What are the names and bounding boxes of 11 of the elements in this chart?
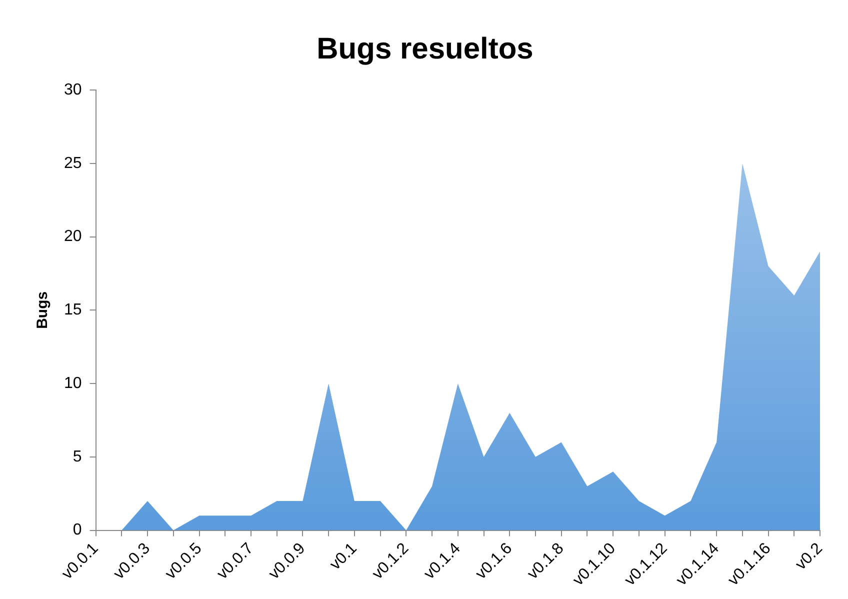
x-tick-label: v0.1	[326, 540, 360, 574]
x-tick-label: v0.2	[792, 540, 826, 574]
y-tick-label: 20	[64, 228, 82, 246]
chart-title: Bugs resueltos	[316, 32, 534, 66]
y-tick-label: 15	[64, 302, 82, 319]
y-tick-label: 30	[64, 81, 82, 98]
y-tick-label: 5	[72, 448, 82, 466]
y-axis-title: Bugs	[34, 291, 52, 329]
y-tick-label: 0	[72, 522, 82, 539]
y-tick-label: 10	[64, 374, 82, 392]
y-tick-label: 25	[64, 154, 82, 172]
